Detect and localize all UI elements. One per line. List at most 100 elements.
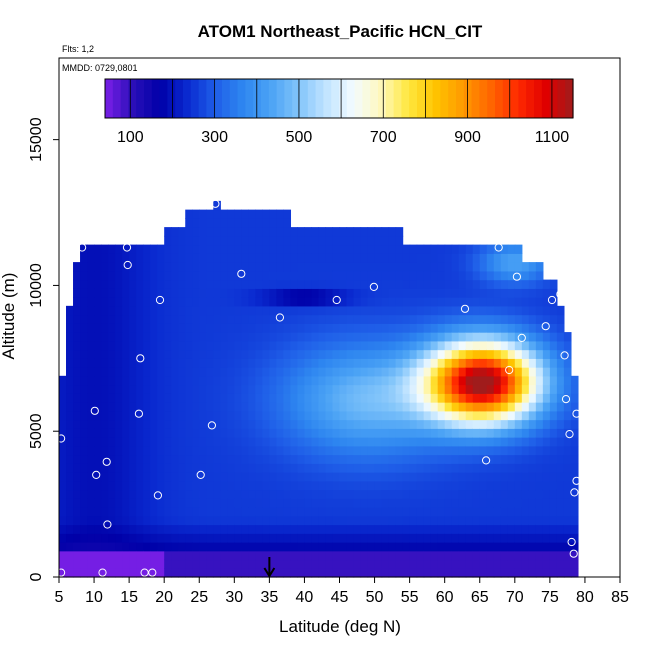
y-tick-label: 0 xyxy=(28,572,45,581)
heatmap-cell xyxy=(283,533,292,543)
heatmap-cell xyxy=(234,209,242,219)
heatmap-cell xyxy=(346,445,355,456)
heatmap-cell xyxy=(528,559,537,569)
heatmap-cell xyxy=(451,463,460,473)
heatmap-cell xyxy=(353,279,362,289)
heatmap-cell xyxy=(472,244,481,254)
heatmap-cell xyxy=(381,489,390,499)
heatmap-cell xyxy=(472,515,481,526)
heatmap-cell xyxy=(479,323,488,333)
heatmap-cell xyxy=(465,498,474,508)
heatmap-cell xyxy=(297,270,306,281)
heatmap-cell xyxy=(262,314,270,324)
heatmap-cell xyxy=(234,410,242,421)
heatmap-cell xyxy=(521,402,530,412)
heatmap-cell xyxy=(290,305,299,316)
heatmap-cell xyxy=(479,524,488,534)
heatmap-cell xyxy=(206,498,214,508)
heatmap-cell xyxy=(472,480,481,491)
heatmap-cell xyxy=(136,463,144,473)
heatmap-cell xyxy=(101,288,109,298)
colorbar-tick-label: 300 xyxy=(201,129,228,146)
heatmap-cell xyxy=(367,253,376,263)
heatmap-cell xyxy=(283,384,292,394)
heatmap-cell xyxy=(255,480,263,491)
heatmap-cell xyxy=(73,297,81,307)
heatmap-cell xyxy=(444,463,453,473)
colorbar-segment xyxy=(448,79,457,118)
heatmap-cell xyxy=(570,515,579,526)
heatmap-cell xyxy=(122,498,130,508)
heatmap-cell xyxy=(360,559,369,569)
heatmap-cell xyxy=(493,515,502,526)
heatmap-cell xyxy=(423,515,432,526)
heatmap-cell xyxy=(360,262,369,272)
heatmap-cell xyxy=(374,375,383,386)
heatmap-cell xyxy=(472,498,481,508)
heatmap-cell xyxy=(255,288,263,298)
heatmap-cell xyxy=(269,235,277,246)
heatmap-cell xyxy=(101,393,109,403)
heatmap-cell xyxy=(136,437,144,447)
heatmap-cell xyxy=(374,559,383,569)
heatmap-cell xyxy=(73,533,81,543)
heatmap-cell xyxy=(129,384,137,394)
heatmap-cell xyxy=(248,454,256,464)
heatmap-cell xyxy=(430,279,439,289)
heatmap-cell xyxy=(66,332,74,342)
heatmap-cell xyxy=(143,437,151,447)
heatmap-cell xyxy=(458,393,467,403)
heatmap-cell xyxy=(297,507,306,517)
heatmap-cell xyxy=(521,437,530,447)
heatmap-cell xyxy=(122,279,130,289)
colorbar-segment xyxy=(510,79,519,118)
heatmap-cell xyxy=(199,323,207,333)
heatmap-cell xyxy=(115,244,123,254)
heatmap-cell xyxy=(409,445,418,456)
heatmap-cell xyxy=(136,305,144,316)
heatmap-cell xyxy=(465,305,474,316)
heatmap-cell xyxy=(339,262,348,272)
heatmap-cell xyxy=(297,314,306,324)
heatmap-cell xyxy=(514,297,523,307)
heatmap-cell xyxy=(395,227,404,237)
heatmap-cell xyxy=(500,402,509,412)
heatmap-cell xyxy=(360,489,369,499)
heatmap-cell xyxy=(535,445,544,456)
heatmap-cell xyxy=(556,375,565,386)
heatmap-cell xyxy=(318,393,327,403)
heatmap-cell xyxy=(129,349,137,359)
heatmap-cell xyxy=(311,533,320,543)
heatmap-cell xyxy=(542,323,551,333)
heatmap-cell xyxy=(395,419,404,429)
heatmap-cell xyxy=(220,384,228,394)
heatmap-cell xyxy=(108,515,116,526)
heatmap-cell xyxy=(416,489,425,499)
heatmap-cell xyxy=(402,454,411,464)
heatmap-cell xyxy=(297,568,306,578)
heatmap-cell xyxy=(143,524,151,534)
heatmap-cell xyxy=(87,393,95,403)
heatmap-cell xyxy=(129,463,137,473)
heatmap-cell xyxy=(185,472,193,482)
heatmap-cell xyxy=(178,550,186,561)
heatmap-cell xyxy=(178,305,186,316)
heatmap-cell xyxy=(206,428,214,438)
heatmap-cell xyxy=(297,402,306,412)
heatmap-cell xyxy=(129,402,137,412)
heatmap-cell xyxy=(360,375,369,386)
heatmap-cell xyxy=(213,445,221,456)
heatmap-cell xyxy=(535,480,544,491)
heatmap-cell xyxy=(185,288,193,298)
heatmap-cell xyxy=(297,480,306,491)
heatmap-cell xyxy=(311,445,320,456)
heatmap-cell xyxy=(171,227,179,237)
heatmap-cell xyxy=(570,524,579,534)
heatmap-cell xyxy=(437,393,446,403)
heatmap-cell xyxy=(528,428,537,438)
heatmap-cell xyxy=(444,542,453,552)
heatmap-cell xyxy=(325,463,334,473)
heatmap-cell xyxy=(472,393,481,403)
heatmap-cell xyxy=(94,340,102,351)
heatmap-cell xyxy=(178,314,186,324)
